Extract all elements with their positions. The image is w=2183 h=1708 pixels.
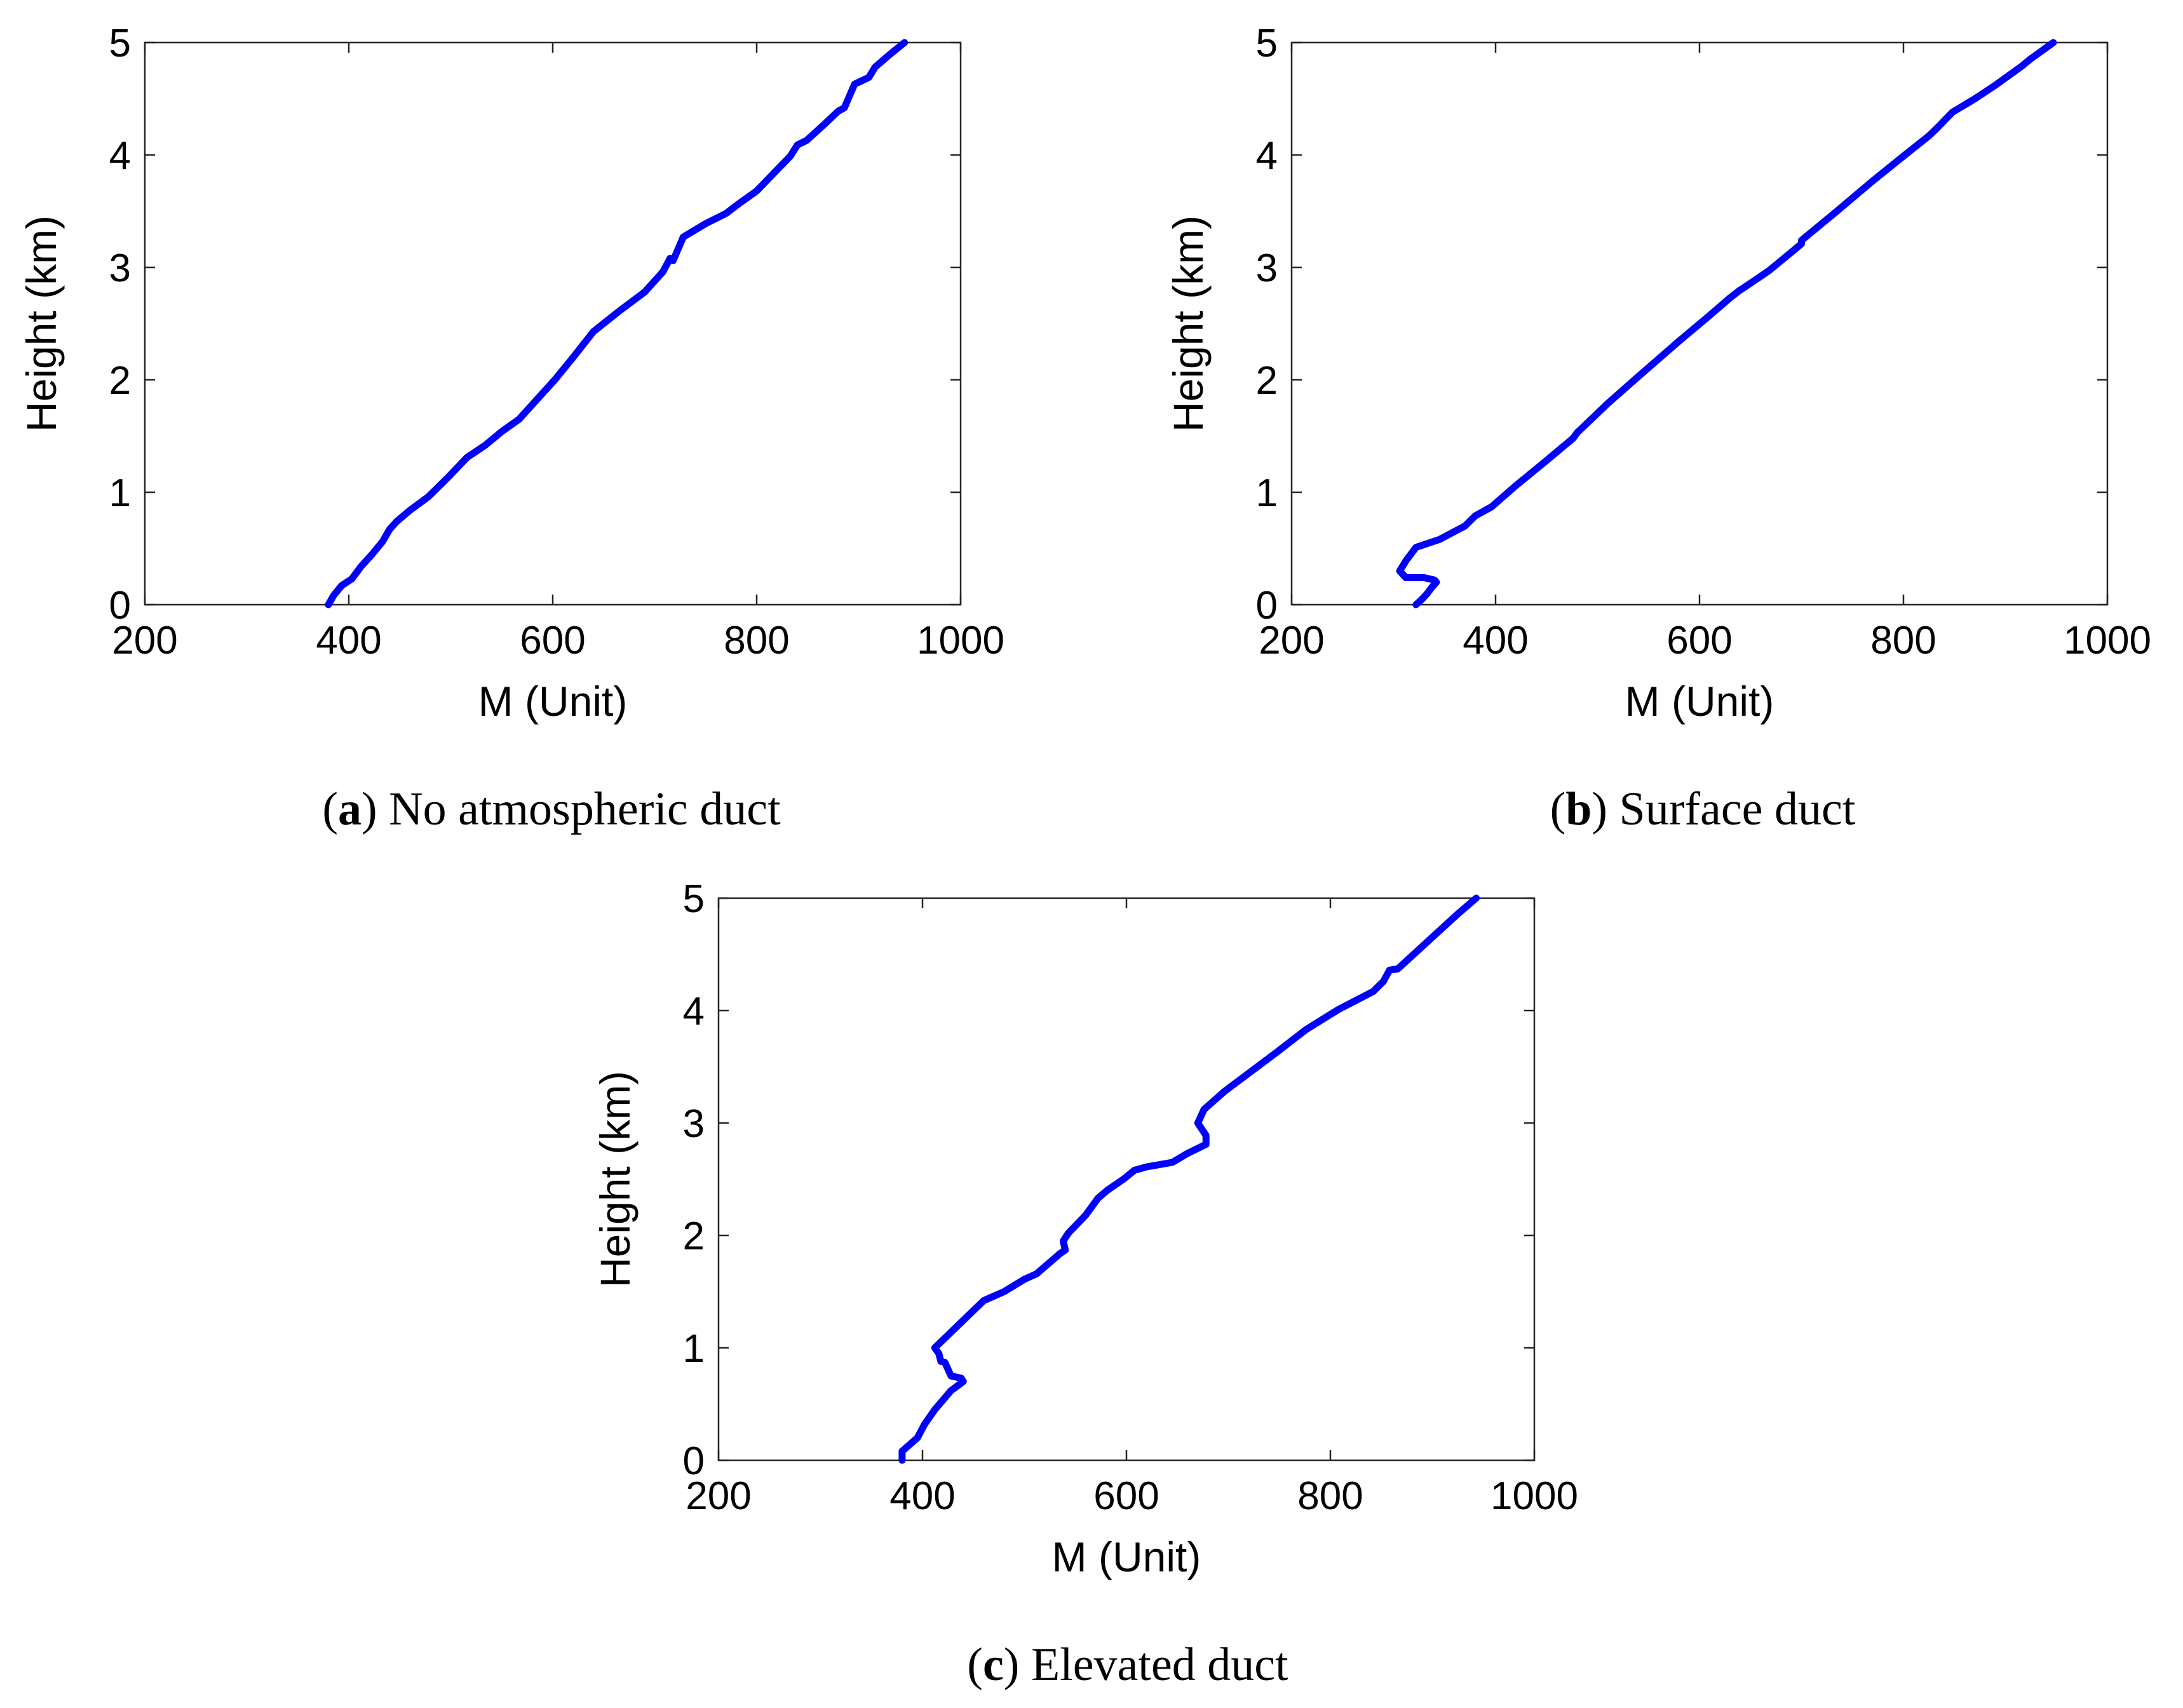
caption-text: ) Elevated duct — [1004, 1639, 1288, 1691]
panel-c: 200 400 600 800 1000 0 1 2 3 4 5 M (Unit) Height (km… — [591, 877, 1578, 1691]
x-tick-label: 400 — [316, 619, 381, 662]
caption-letter: a — [338, 783, 362, 835]
y-tick-label: 5 — [109, 22, 131, 65]
x-tick-label: 400 — [889, 1474, 955, 1518]
x-axis-label: M (Unit) — [478, 678, 628, 725]
y-tick-label: 2 — [1256, 359, 1278, 403]
y-tick-label: 4 — [109, 134, 131, 178]
x-axis-label: M (Unit) — [1052, 1533, 1201, 1580]
panel-caption: (b) Surface duct — [1550, 783, 1856, 835]
y-tick-label: 4 — [683, 990, 705, 1033]
y-tick-label: 0 — [683, 1439, 705, 1483]
x-tick-label: 1000 — [1490, 1474, 1578, 1518]
y-tick-label: 5 — [683, 877, 705, 921]
x-tick-label: 800 — [1870, 619, 1936, 662]
x-tick-label: 1000 — [2064, 619, 2151, 662]
caption-letter: c — [983, 1639, 1004, 1691]
y-tick-label: 4 — [1256, 134, 1278, 178]
x-tick-label: 800 — [724, 619, 789, 662]
y-tick-label: 3 — [683, 1102, 705, 1146]
plot-frame — [144, 41, 962, 606]
x-tick-label: 200 — [112, 619, 177, 662]
m-profile-line — [1396, 39, 2057, 609]
panel-b: 200 400 600 800 1000 0 1 2 3 4 5 M (Unit) Height (km… — [1165, 22, 2151, 835]
x-tick-label: 200 — [1259, 619, 1324, 662]
panel-a: 200 400 600 800 1000 0 1 2 3 4 5 M (Unit) Height (km… — [18, 22, 1004, 835]
x-tick-label: 1000 — [917, 619, 1004, 662]
y-tick-label: 1 — [683, 1327, 705, 1371]
x-axis-label: M (Unit) — [1625, 678, 1774, 725]
m-profile-line — [898, 894, 1480, 1464]
x-tick-label: 800 — [1297, 1474, 1363, 1518]
y-tick-label: 5 — [1256, 22, 1278, 65]
y-axis-label: Height (km) — [18, 215, 65, 432]
y-tick-label: 0 — [1256, 584, 1278, 628]
x-tick-label: 600 — [520, 619, 585, 662]
x-tick-label: 600 — [1666, 619, 1732, 662]
x-tick-label: 600 — [1093, 1474, 1159, 1518]
y-tick-label: 2 — [683, 1214, 705, 1258]
y-tick-label: 2 — [109, 359, 131, 403]
x-tick-label: 200 — [686, 1474, 751, 1518]
y-tick-label: 3 — [1256, 246, 1278, 290]
panel-caption: (c) Elevated duct — [967, 1639, 1288, 1691]
y-axis-label: Height (km) — [1165, 215, 1212, 432]
x-tick-label: 400 — [1463, 619, 1528, 662]
caption-text: ) Surface duct — [1592, 783, 1855, 835]
caption-text: ) No atmospheric duct — [362, 783, 781, 835]
y-tick-label: 1 — [1256, 471, 1278, 515]
y-tick-label: 1 — [109, 471, 131, 515]
panel-caption: (a) No atmospheric duct — [322, 783, 781, 835]
caption-letter: b — [1565, 783, 1592, 835]
y-tick-label: 0 — [109, 584, 131, 628]
y-tick-label: 3 — [109, 246, 131, 290]
m-profile-line — [325, 39, 909, 609]
y-axis-label: Height (km) — [591, 1071, 639, 1288]
